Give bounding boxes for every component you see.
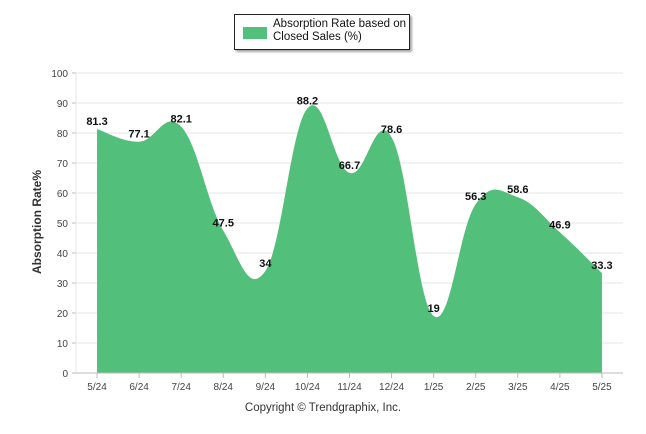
data-label-1: 77.1 [128,129,149,141]
x-tick-label-7: 12/24 [379,382,404,393]
y-tick-label-0: 0 [62,369,68,380]
y-axis-label: Absorption Rate% [30,169,44,275]
data-label-0: 81.3 [86,116,107,128]
x-tick-label-9: 2/25 [466,382,486,393]
x-tick-label-1: 6/24 [129,382,149,393]
x-tick-label-5: 10/24 [295,382,320,393]
x-tick-label-3: 8/24 [214,382,234,393]
data-label-4: 34 [259,258,272,270]
x-tick-label-0: 5/24 [87,382,107,393]
x-tick-label-8: 1/25 [424,382,444,393]
data-label-5: 88.2 [297,95,318,107]
data-label-9: 56.3 [465,191,486,203]
area-fill [97,105,602,373]
x-tick-label-11: 4/25 [550,382,570,393]
x-tick-label-6: 11/24 [337,382,362,393]
x-tick-label-4: 9/24 [256,382,276,393]
y-tick-label-50: 50 [57,219,69,230]
data-label-7: 78.6 [381,124,402,136]
y-tick-label-80: 80 [57,129,69,140]
data-label-10: 58.6 [507,184,528,196]
data-label-8: 19 [428,303,440,315]
data-label-11: 46.9 [549,219,570,231]
y-tick-label-90: 90 [57,99,69,110]
y-tick-label-30: 30 [57,279,69,290]
copyright-text: Copyright © Trendgraphix, Inc. [244,402,402,414]
data-labels: 81.3 77.1 82.1 47.5 34 88.2 66.7 78.6 19 56.3 58.6… [86,95,612,315]
legend-label: Absorption Rate based on Closed Sales (%… [273,18,406,43]
series-area [97,105,602,373]
data-label-12: 33.3 [591,260,612,272]
y-tick-label-40: 40 [57,249,69,260]
y-tick-label-20: 20 [57,309,69,320]
x-tick-label-2: 7/24 [171,382,191,393]
legend: Absorption Rate based on Closed Sales (%… [234,14,410,50]
x-tick-label-12: 5/25 [592,382,612,393]
y-tick-label-100: 100 [51,69,68,80]
axes: 0 10 20 30 40 50 60 70 80 90 100 5/24 6/24 7/24 8/24 9/… [51,69,623,393]
y-tick-label-10: 10 [57,339,69,350]
data-label-3: 47.5 [213,218,234,230]
x-tick-label-10: 3/25 [508,382,528,393]
data-label-6: 66.7 [339,160,360,172]
y-tick-label-70: 70 [57,159,69,170]
legend-swatch [243,27,267,39]
data-label-2: 82.1 [170,114,191,126]
y-tick-label-60: 60 [57,189,69,200]
